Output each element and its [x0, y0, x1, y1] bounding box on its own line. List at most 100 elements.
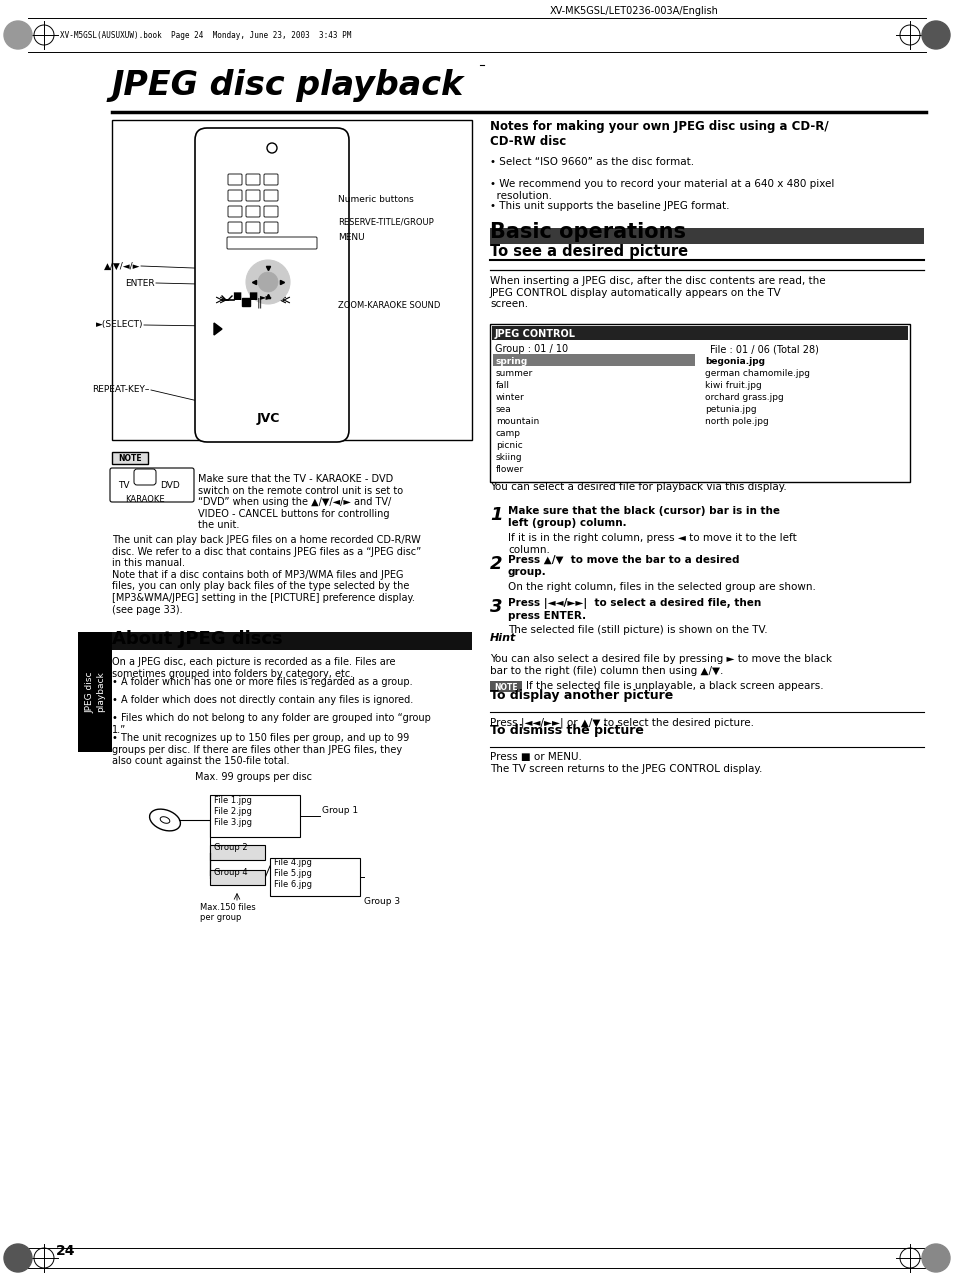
Text: XV-M5GSL(AUSUXUW).book  Page 24  Monday, June 23, 2003  3:43 PM: XV-M5GSL(AUSUXUW).book Page 24 Monday, J…	[60, 31, 351, 40]
Polygon shape	[213, 323, 222, 334]
Text: Group 4: Group 4	[213, 868, 248, 877]
Circle shape	[271, 340, 281, 350]
Circle shape	[921, 1244, 949, 1272]
Circle shape	[257, 273, 277, 292]
Circle shape	[233, 387, 243, 397]
Text: On the right column, files in the selected group are shown.: On the right column, files in the select…	[507, 583, 815, 592]
Text: File 6.jpg: File 6.jpg	[274, 880, 312, 889]
Bar	[242, 298, 250, 306]
Text: sea: sea	[496, 405, 511, 414]
Text: Group : 01 / 10: Group : 01 / 10	[495, 343, 568, 354]
Text: mountain: mountain	[496, 417, 538, 426]
Text: petunia.jpg: petunia.jpg	[704, 405, 756, 414]
Text: You can select a desired file for playback via this display.: You can select a desired file for playba…	[490, 482, 786, 493]
Text: kiwi fruit.jpg: kiwi fruit.jpg	[704, 381, 760, 390]
Text: If it is in the right column, press ◄ to move it to the left
column.: If it is in the right column, press ◄ to…	[507, 532, 796, 554]
Text: XV-MK5GSL/LET0236-003A/English: XV-MK5GSL/LET0236-003A/English	[550, 6, 719, 15]
Circle shape	[253, 368, 263, 378]
Text: • A folder which does not directly contain any files is ignored.: • A folder which does not directly conta…	[112, 694, 413, 705]
Bar	[112, 120, 472, 440]
Text: camp: camp	[496, 430, 520, 439]
FancyBboxPatch shape	[194, 129, 349, 442]
Bar	[78, 631, 112, 752]
Text: REPEAT-KEY–: REPEAT-KEY–	[92, 386, 150, 395]
Text: flower: flower	[496, 466, 523, 475]
FancyBboxPatch shape	[246, 206, 260, 217]
Text: ‖: ‖	[256, 297, 262, 307]
Ellipse shape	[160, 817, 170, 823]
Text: • Files which do not belong to any folder are grouped into “group
1.”: • Files which do not belong to any folde…	[112, 712, 431, 734]
Text: Max.150 files
per group: Max.150 files per group	[200, 903, 255, 922]
Text: You can also select a desired file by pressing ► to move the black
bar to the ri: You can also select a desired file by pr…	[490, 655, 831, 675]
Text: On a JPEG disc, each picture is recorded as a file. Files are
sometimes grouped : On a JPEG disc, each picture is recorded…	[112, 657, 395, 679]
Text: summer: summer	[496, 369, 533, 378]
FancyBboxPatch shape	[264, 190, 277, 201]
Text: JPEG CONTROL: JPEG CONTROL	[495, 329, 576, 340]
Text: To display another picture: To display another picture	[490, 689, 673, 702]
Text: winter: winter	[496, 394, 524, 403]
Text: Make sure that the black (cursor) bar is in the
left (group) column.: Make sure that the black (cursor) bar is…	[507, 505, 780, 527]
Text: JPEG disc playback: JPEG disc playback	[112, 69, 464, 102]
Text: ▲/▼/◄/►: ▲/▼/◄/►	[103, 261, 140, 270]
Text: 3: 3	[490, 598, 502, 616]
Text: Group 2: Group 2	[213, 844, 248, 853]
Circle shape	[253, 340, 263, 350]
Text: Hint: Hint	[490, 633, 516, 643]
Text: To see a desired picture: To see a desired picture	[490, 244, 687, 258]
Text: Max. 99 groups per disc: Max. 99 groups per disc	[194, 772, 312, 782]
Circle shape	[234, 368, 245, 378]
FancyBboxPatch shape	[264, 222, 277, 233]
Text: Notes for making your own JPEG disc using a CD-R/
CD-RW disc: Notes for making your own JPEG disc usin…	[490, 120, 828, 148]
Ellipse shape	[150, 809, 180, 831]
Text: 1: 1	[490, 505, 502, 523]
Text: File 4.jpg: File 4.jpg	[274, 858, 312, 867]
Circle shape	[234, 340, 245, 350]
Bar	[210, 871, 265, 885]
Text: Make sure that the TV - KARAOKE - DVD
switch on the remote control unit is set t: Make sure that the TV - KARAOKE - DVD sw…	[198, 475, 403, 530]
Text: MENU: MENU	[337, 234, 364, 243]
FancyBboxPatch shape	[246, 190, 260, 201]
Text: DVD: DVD	[160, 481, 180, 490]
Text: Numeric buttons: Numeric buttons	[337, 195, 414, 204]
Text: When inserting a JPEG disc, after the disc contents are read, the
JPEG CONTROL d: When inserting a JPEG disc, after the di…	[490, 276, 824, 309]
Text: skiing: skiing	[496, 453, 522, 462]
FancyBboxPatch shape	[264, 174, 277, 185]
Text: JVC: JVC	[256, 412, 279, 424]
FancyBboxPatch shape	[227, 237, 316, 249]
Circle shape	[234, 354, 245, 364]
Circle shape	[271, 368, 281, 378]
FancyBboxPatch shape	[264, 206, 277, 217]
Bar	[78, 631, 472, 649]
Text: • A folder which has one or more files is regarded as a group.: • A folder which has one or more files i…	[112, 676, 413, 687]
Text: The selected file (still picture) is shown on the TV.: The selected file (still picture) is sho…	[507, 625, 767, 635]
Text: • We recommend you to record your material at a 640 x 480 pixel
  resolution.: • We recommend you to record your materi…	[490, 179, 834, 201]
Circle shape	[4, 1244, 32, 1272]
Bar	[493, 354, 695, 367]
Text: Basic operations: Basic operations	[490, 222, 685, 242]
Circle shape	[4, 21, 32, 49]
Text: 2: 2	[490, 556, 502, 574]
Text: • Select “ISO 9660” as the disc format.: • Select “ISO 9660” as the disc format.	[490, 157, 694, 167]
Text: File 2.jpg: File 2.jpg	[213, 808, 252, 817]
Bar	[210, 845, 265, 860]
Text: ZOOM-KARAOKE SOUND: ZOOM-KARAOKE SOUND	[337, 301, 440, 310]
Text: ►►: ►►	[260, 292, 273, 301]
Circle shape	[921, 21, 949, 49]
Text: If the selected file is unplayable, a black screen appears.: If the selected file is unplayable, a bl…	[525, 682, 822, 691]
Text: ■: ■	[248, 291, 257, 301]
Text: The unit can play back JPEG files on a home recorded CD-R/RW
disc. We refer to a: The unit can play back JPEG files on a h…	[112, 535, 421, 615]
Text: • The unit recognizes up to 150 files per group, and up to 99
groups per disc. I: • The unit recognizes up to 150 files pe…	[112, 733, 409, 766]
Circle shape	[251, 387, 261, 397]
Circle shape	[271, 354, 281, 364]
FancyBboxPatch shape	[112, 451, 148, 464]
Text: orchard grass.jpg: orchard grass.jpg	[704, 394, 783, 403]
Text: picnic: picnic	[496, 441, 522, 450]
Text: File 1.jpg: File 1.jpg	[213, 796, 252, 805]
Text: spring: spring	[496, 358, 528, 367]
Text: ■: ■	[232, 291, 241, 301]
Bar	[492, 325, 907, 340]
Bar	[112, 450, 472, 525]
Circle shape	[246, 260, 290, 303]
Text: begonia.jpg: begonia.jpg	[704, 358, 764, 367]
Text: Press ▲/▼  to move the bar to a desired
group.: Press ▲/▼ to move the bar to a desired g…	[507, 556, 739, 576]
